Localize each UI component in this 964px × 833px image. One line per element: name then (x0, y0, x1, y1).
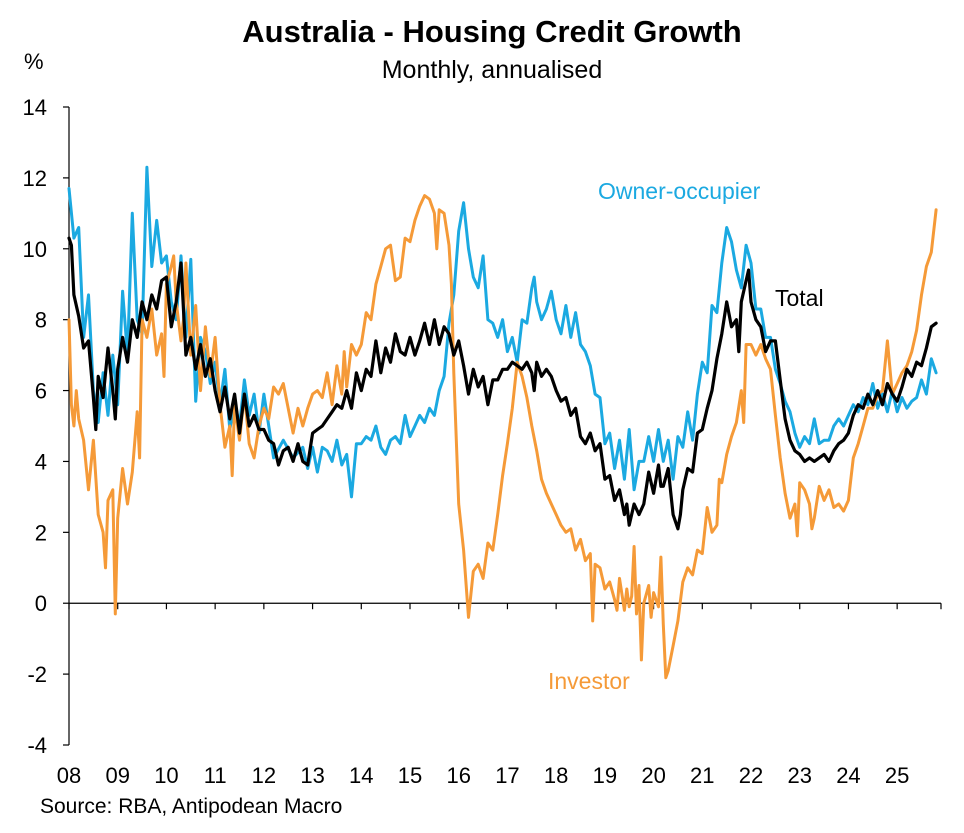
x-tick-label: 22 (739, 763, 763, 788)
chart-title: Australia - Housing Credit Growth (242, 14, 742, 49)
x-tick-label: 12 (252, 763, 276, 788)
y-tick-label: 10 (23, 237, 47, 262)
x-tick-label: 14 (349, 763, 373, 788)
x-tick-label: 25 (885, 763, 909, 788)
chart-subtitle: Monthly, annualised (381, 56, 603, 84)
series-line-total (67, 236, 938, 531)
y-tick-label: 12 (23, 166, 47, 191)
y-tick-label: 4 (35, 449, 47, 474)
x-tick-label: 24 (836, 763, 860, 788)
series-labels: Owner-occupier Total Investor (548, 178, 824, 694)
y-tick-label: -2 (27, 662, 47, 687)
x-tick-label: 13 (300, 763, 324, 788)
x-tick-label: 10 (154, 763, 178, 788)
x-tick-label: 11 (204, 763, 227, 788)
x-tick-label: 18 (544, 763, 568, 788)
y-tick-label: 2 (35, 520, 47, 545)
x-tick-label: 15 (398, 763, 422, 788)
y-tick-label: 0 (35, 591, 47, 616)
x-tick-label: 20 (641, 763, 665, 788)
y-tick-label: 6 (35, 379, 47, 404)
x-tick-label: 23 (787, 763, 811, 788)
series-line-investor (67, 194, 938, 680)
x-tick-label: 17 (495, 763, 519, 788)
x-tick-label: 19 (593, 763, 617, 788)
y-tick-label: 14 (23, 95, 47, 120)
y-tick-label: 8 (35, 308, 47, 333)
series-layer (67, 165, 938, 680)
x-tick-label: 16 (446, 763, 470, 788)
x-tick-label: 09 (105, 763, 129, 788)
y-axis-unit-label: % (24, 49, 44, 74)
total-label: Total (775, 285, 824, 311)
series-line-owner-occupier (67, 165, 938, 499)
x-tick-label: 08 (57, 763, 81, 788)
y-tick-label: -4 (27, 733, 47, 758)
x-tick-label: 21 (690, 763, 714, 788)
owner-occupier-label: Owner-occupier (598, 178, 761, 204)
source-note: Source: RBA, Antipodean Macro (40, 795, 343, 818)
investor-label: Investor (548, 668, 630, 694)
